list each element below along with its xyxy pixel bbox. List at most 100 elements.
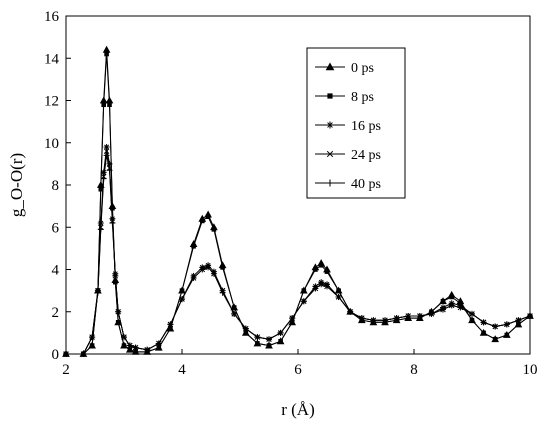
data-point (104, 51, 109, 57)
data-point (205, 264, 212, 271)
data-point (336, 288, 341, 293)
data-point (312, 285, 319, 292)
data-point (126, 342, 133, 349)
data-point (115, 320, 121, 325)
data-point (179, 296, 185, 303)
data-point (313, 267, 318, 272)
data-point (107, 102, 112, 108)
legend-box (306, 47, 406, 199)
data-point (191, 243, 196, 249)
data-point (300, 298, 307, 305)
y-tick-label: 6 (52, 220, 60, 236)
data-point (324, 269, 330, 274)
data-point (121, 343, 127, 348)
data-point (155, 340, 162, 347)
data-point (121, 334, 127, 341)
data-point (382, 317, 388, 324)
data-point (190, 274, 197, 281)
data-point (289, 315, 296, 322)
data-point (503, 321, 510, 328)
legend-item: 24 ps (315, 148, 381, 163)
data-point (266, 336, 272, 343)
y-tick-label: 2 (52, 305, 60, 321)
data-point (89, 343, 95, 348)
data-point (326, 150, 334, 158)
data-point (231, 310, 238, 317)
data-point (504, 332, 510, 338)
legend: 0 ps 8 ps 16 ps 24 ps 40 ps (306, 47, 406, 199)
data-point (527, 312, 533, 319)
data-point (326, 179, 334, 187)
data-point (109, 220, 116, 227)
data-point (492, 336, 498, 342)
data-point (440, 306, 446, 313)
data-point (132, 344, 139, 351)
data-point (200, 218, 205, 224)
x-tick-label: 10 (523, 362, 538, 378)
series-layer (62, 45, 534, 357)
data-point (457, 304, 464, 311)
data-point (318, 281, 325, 288)
data-point (325, 62, 335, 71)
data-point (393, 315, 400, 322)
data-point (327, 93, 333, 99)
data-point (102, 45, 111, 53)
legend-item: 0 ps (315, 61, 374, 76)
y-tick-label: 8 (52, 178, 60, 194)
data-point (106, 167, 113, 174)
data-point (370, 317, 377, 324)
data-point (492, 323, 499, 330)
data-point (405, 312, 412, 319)
data-point (318, 262, 324, 268)
data-point (231, 305, 237, 310)
data-point (242, 325, 249, 332)
x-tick-label: 6 (294, 362, 302, 378)
data-point (199, 266, 206, 273)
y-tick-label: 14 (44, 51, 60, 67)
series-line (66, 155, 531, 355)
legend-label: 16 ps (351, 119, 381, 134)
data-point (469, 310, 475, 317)
data-point (254, 334, 261, 341)
legend-label: 40 ps (351, 177, 381, 192)
legend-label: 0 ps (351, 61, 374, 76)
data-point (211, 227, 217, 232)
data-point (301, 288, 307, 293)
data-point (440, 298, 446, 304)
data-point (255, 341, 260, 346)
y-tick-label: 16 (44, 9, 60, 25)
data-point (220, 265, 225, 270)
data-point (100, 175, 107, 182)
legend-label: 24 ps (351, 148, 381, 163)
data-point (515, 317, 522, 324)
data-point (480, 319, 487, 326)
data-point (144, 346, 151, 353)
data-point (481, 330, 486, 336)
data-point (210, 270, 217, 277)
data-point (101, 102, 107, 108)
y-tick-label: 12 (44, 94, 59, 110)
x-axis-label: r (Å) (281, 400, 315, 419)
data-point (469, 317, 475, 323)
data-point (335, 293, 342, 300)
data-point (89, 334, 96, 341)
data-point (94, 289, 101, 296)
series-line (66, 146, 531, 355)
legend-item: 40 ps (315, 177, 381, 192)
data-point (106, 160, 113, 167)
data-point (358, 315, 365, 322)
data-point (347, 308, 354, 315)
series-24-ps (63, 148, 533, 357)
data-point (326, 121, 334, 129)
data-point (63, 351, 69, 357)
data-point (179, 288, 185, 293)
data-point (103, 152, 110, 159)
data-point (98, 186, 104, 192)
series-40-ps (63, 152, 533, 357)
legend-item: 8 ps (315, 90, 374, 105)
data-point (103, 148, 110, 154)
data-point (115, 308, 122, 315)
data-point (219, 289, 226, 296)
